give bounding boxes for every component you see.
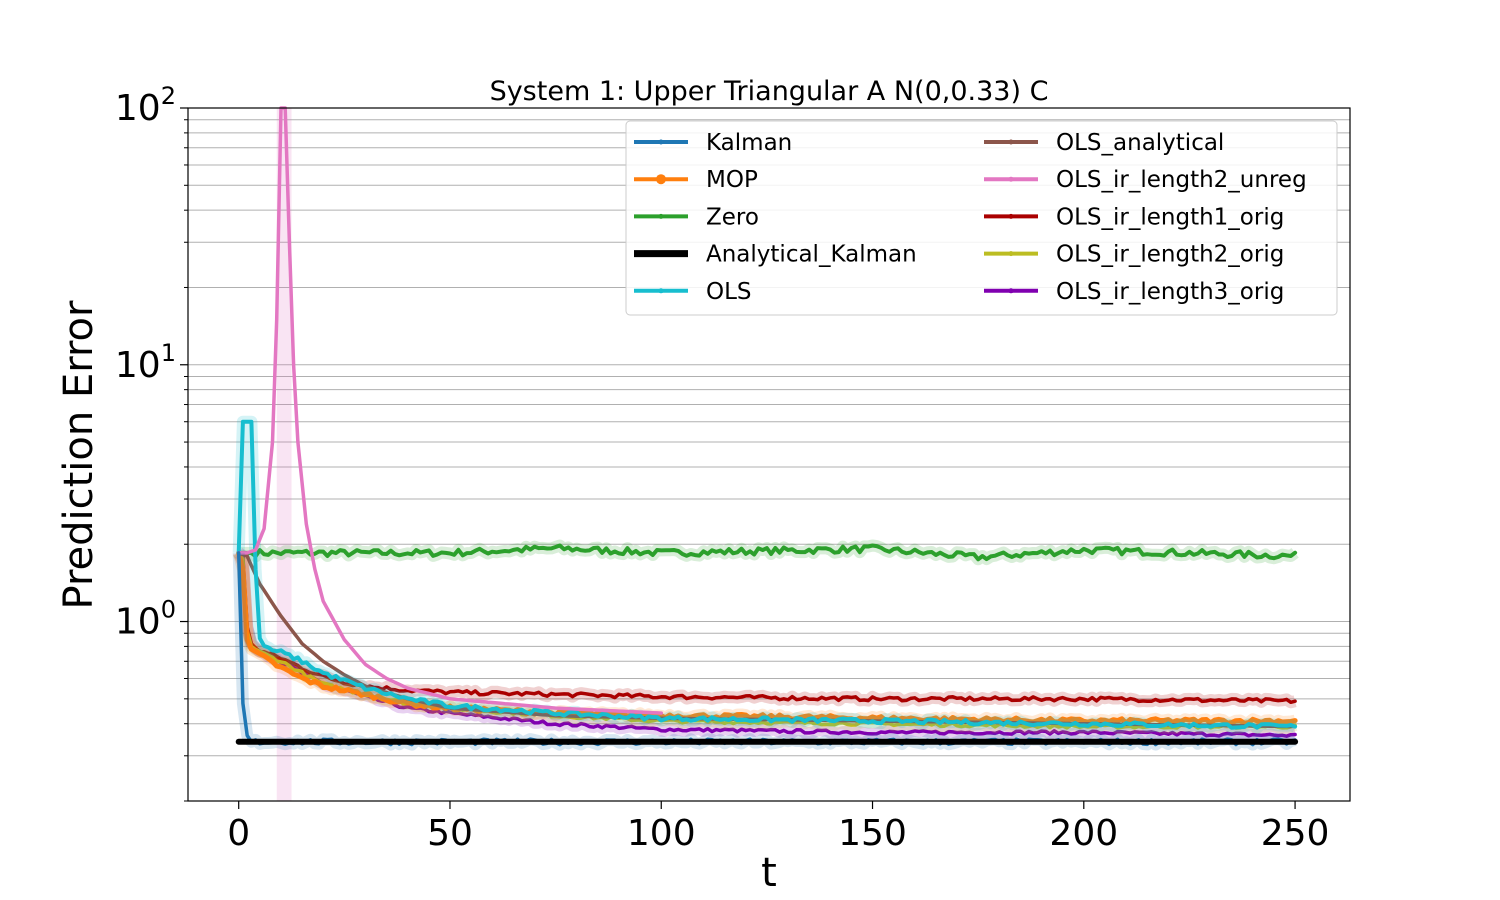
legend-label-ols: OLS [706, 279, 752, 305]
x-axis-label: t [761, 850, 777, 896]
legend-label-ols-analytical: OLS_analytical [1056, 130, 1224, 156]
legend-label-ols-ir-length2-orig: OLS_ir_length2_orig [1056, 242, 1284, 268]
y-tick-label: 100 [115, 596, 176, 643]
legend-marker-ols-analytical [1008, 139, 1014, 145]
legend-marker-kalman [658, 139, 664, 145]
legend-label-analytical-kalman: Analytical_Kalman [706, 242, 917, 268]
legend-marker-ols-ir-length3-orig [1008, 288, 1014, 294]
legend-marker-ols [658, 288, 664, 294]
legend-label-ols-ir-length3-orig: OLS_ir_length3_orig [1056, 279, 1284, 305]
x-tick-label: 200 [1049, 813, 1118, 854]
legend-label-ols-ir-length1-orig: OLS_ir_length1_orig [1056, 204, 1284, 230]
legend-label-kalman: Kalman [706, 130, 792, 156]
x-tick-label: 250 [1261, 813, 1330, 854]
legend-label-zero: Zero [706, 204, 759, 230]
series-band-ols-ir-length3-orig [235, 548, 1297, 743]
x-tick-label: 0 [227, 813, 250, 854]
series-line-ols [236, 419, 1298, 730]
y-tick-label: 101 [115, 339, 176, 386]
series-line-zero [236, 543, 1298, 562]
legend-marker-ols-ir-length2-unreg [1008, 176, 1014, 182]
legend-marker-ols-ir-length2-orig [1008, 251, 1014, 257]
plot-area [232, 106, 1299, 801]
ticks: 0 50 100 150 200 250 100 101 102 [115, 82, 1330, 854]
x-tick-label: 150 [838, 813, 907, 854]
series-line-ols-ir-length1-orig [236, 551, 1297, 705]
y-tick-label: 102 [115, 82, 176, 129]
legend-marker-ols-ir-length1-orig [1008, 213, 1014, 219]
axes-frame [187, 107, 1351, 802]
legend-marker-mop [656, 174, 666, 185]
y-axis-label: Prediction Error [56, 300, 102, 609]
series-line-ols-ir-length2-unreg [236, 106, 664, 715]
legend-marker-zero [658, 213, 664, 219]
x-tick-label: 100 [627, 813, 696, 854]
legend-label-ols-ir-length2-unreg: OLS_ir_length2_unreg [1056, 167, 1307, 193]
legend-label-mop: MOP [706, 167, 758, 193]
chart-title: System 1: Upper Triangular A N(0,0.33) C [490, 76, 1049, 107]
x-tick-label: 50 [427, 813, 473, 854]
legend-marker-analytical-kalman [658, 251, 664, 257]
legend-box [625, 120, 1338, 316]
legend: Kalman MOP Zero Analytical_Kalman OLS OLS_ana… [625, 120, 1338, 316]
series-band-ols-ir-length1-orig [233, 550, 1297, 709]
